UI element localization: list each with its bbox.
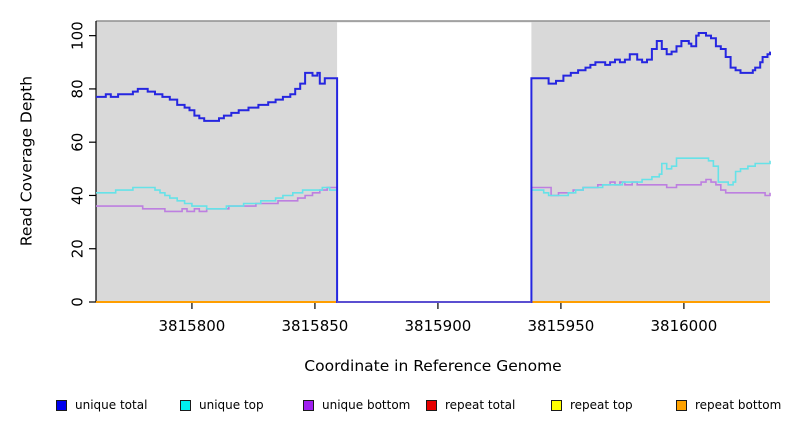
series-line-unique-bottom — [96, 178, 771, 303]
legend-label: unique top — [199, 398, 264, 412]
legend-item-unique-total: unique total — [56, 397, 147, 413]
legend-item-unique-bottom: unique bottom — [303, 397, 410, 413]
y-axis-tick-label: 40 — [69, 186, 87, 205]
coverage-chart-canvas: 0 20 40 60 80 100 3815800 3815850 3815900 3815950… — [69, 20, 771, 335]
legend-item-repeat-bottom: repeat bottom — [676, 397, 781, 413]
x-axis-tick-label: 3815800 — [159, 317, 226, 335]
y-axis-tick-label: 20 — [69, 239, 87, 258]
legend-item-repeat-total: repeat total — [426, 397, 515, 413]
legend-label: repeat top — [570, 398, 633, 412]
legend-label: repeat bottom — [695, 398, 782, 412]
legend-label: unique bottom — [322, 398, 411, 412]
legend-swatch-repeat-total — [426, 399, 437, 411]
legend-swatch-repeat-top — [551, 399, 562, 411]
y-axis-tick-label: 80 — [69, 79, 87, 98]
y-axis-tick-label: 100 — [69, 21, 87, 50]
x-axis-tick-label: 3815900 — [405, 317, 472, 335]
legend-swatch-unique-total — [56, 399, 67, 411]
x-axis-tick-label: 3815850 — [282, 317, 349, 335]
series-line-unique-total — [96, 32, 771, 303]
masked-gap-region — [337, 22, 532, 303]
y-axis-tick-label: 60 — [69, 133, 87, 152]
legend-label: unique total — [75, 398, 148, 412]
x-axis-title: Coordinate in Reference Genome — [304, 357, 562, 375]
x-axis-tick-label: 3815950 — [528, 317, 595, 335]
legend-swatch-unique-top — [180, 399, 191, 411]
chart-legend: unique total unique top unique bottom re… — [0, 397, 792, 417]
legend-swatch-repeat-bottom — [676, 399, 687, 411]
y-axis-tick-label: 0 — [69, 297, 87, 307]
legend-swatch-unique-bottom — [303, 399, 314, 411]
legend-item-unique-top: unique top — [180, 397, 264, 413]
legend-label: repeat total — [445, 398, 516, 412]
x-axis-tick-label: 3816000 — [650, 317, 717, 335]
y-axis-title: Read Coverage Depth — [17, 75, 36, 247]
legend-item-repeat-top: repeat top — [551, 397, 633, 413]
series-line-unique-top — [96, 157, 771, 303]
